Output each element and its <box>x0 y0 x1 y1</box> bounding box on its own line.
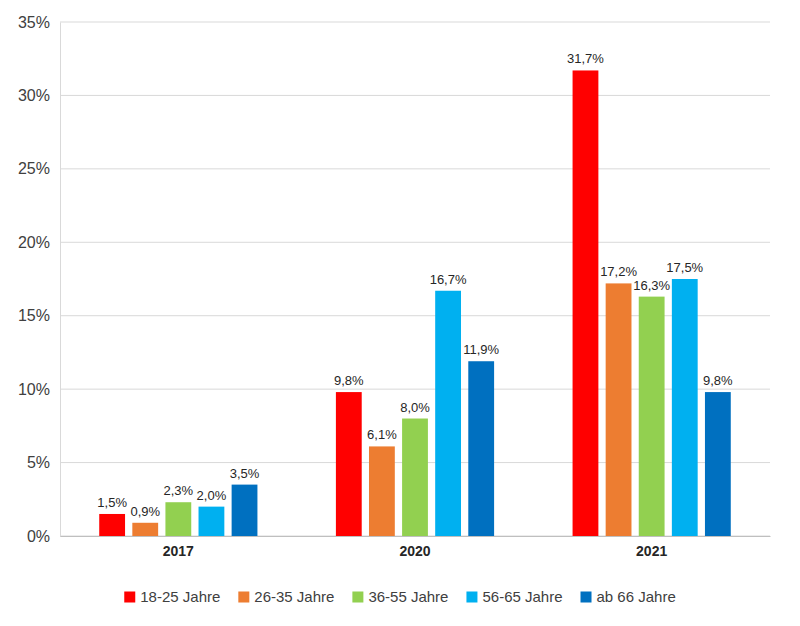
data-labels: 1,5% 9,8% 31,7% 0,9% 6,1% 17,2% 2,3% 8,0% 16,3% 2… <box>97 51 733 518</box>
y-tick: 25% <box>18 160 60 177</box>
bar <box>705 392 731 536</box>
y-tick: 15% <box>18 307 60 324</box>
data-label: 31,7% <box>567 51 604 66</box>
y-tick-label: 20% <box>18 234 50 251</box>
data-label: 16,3% <box>633 278 670 293</box>
y-tick: 5% <box>27 454 60 471</box>
legend-item: 56-65 Jahre <box>466 588 562 605</box>
y-axis-line <box>60 23 61 537</box>
data-label: 0,9% <box>130 504 160 519</box>
bars <box>99 70 731 536</box>
bar <box>639 297 665 536</box>
bar <box>99 514 125 536</box>
legend-item: 26-35 Jahre <box>238 588 334 605</box>
y-tick-label: 35% <box>18 14 50 31</box>
y-tick-label: 0% <box>27 528 50 545</box>
bar <box>165 502 191 536</box>
grid-line <box>60 168 770 169</box>
data-label: 11,9% <box>463 342 499 357</box>
y-tick: 10% <box>18 381 60 398</box>
data-label: 17,5% <box>666 260 703 275</box>
data-label: 9,8% <box>334 373 364 388</box>
legend-label: 56-65 Jahre <box>482 588 562 605</box>
legend-swatch <box>238 592 249 603</box>
data-label: 2,0% <box>197 488 227 503</box>
data-label: 2,3% <box>164 483 194 498</box>
bar <box>199 507 225 536</box>
legend: 18-25 Jahre 26-35 Jahre 36-55 Jahre 56-65 J… <box>124 588 675 605</box>
bar <box>232 485 258 536</box>
y-tick: 0% <box>27 528 60 545</box>
data-label: 8,0% <box>400 400 430 415</box>
bar <box>573 70 599 536</box>
legend-item: 18-25 Jahre <box>124 588 220 605</box>
grid-line <box>60 22 770 23</box>
y-tick: 20% <box>18 234 60 251</box>
data-label: 1,5% <box>97 495 127 510</box>
grid-line <box>60 242 770 243</box>
bar <box>402 419 428 536</box>
data-label: 3,5% <box>230 466 260 481</box>
y-tick-label: 30% <box>18 87 50 104</box>
x-tick: 2017 <box>163 536 194 559</box>
x-tick-label: 2020 <box>399 543 430 559</box>
bar <box>132 523 158 536</box>
chart: 0% 5% 10% 15% 20% 25% 30% 35% 1,5% 9,8% 31,7% 0,9% 6… <box>0 0 800 626</box>
y-tick-label: 10% <box>18 381 50 398</box>
y-tick-label: 15% <box>18 307 50 324</box>
y-tick-label: 5% <box>27 454 50 471</box>
data-label: 17,2% <box>600 264 637 279</box>
bar <box>606 283 632 536</box>
data-label: 9,8% <box>703 373 733 388</box>
legend-swatch <box>581 592 592 603</box>
y-tick: 35% <box>18 14 60 31</box>
legend-swatch <box>466 592 477 603</box>
x-axis: 2017 2020 2021 <box>61 536 771 559</box>
x-tick-label: 2021 <box>636 543 667 559</box>
legend-swatch <box>352 592 363 603</box>
y-tick-label: 25% <box>18 160 50 177</box>
legend-label: ab 66 Jahre <box>597 588 676 605</box>
x-tick: 2021 <box>636 536 667 559</box>
bar <box>672 279 698 536</box>
bar <box>435 291 461 536</box>
legend-label: 18-25 Jahre <box>140 588 220 605</box>
bar <box>336 392 362 536</box>
data-label: 6,1% <box>367 427 397 442</box>
y-axis: 0% 5% 10% 15% 20% 25% 30% 35% <box>18 14 61 545</box>
legend-label: 36-55 Jahre <box>368 588 448 605</box>
x-axis-line <box>61 536 771 537</box>
x-tick-label: 2017 <box>163 543 194 559</box>
bar <box>369 446 395 536</box>
x-tick: 2020 <box>399 536 430 559</box>
y-tick: 30% <box>18 87 60 104</box>
legend-item: 36-55 Jahre <box>352 588 448 605</box>
data-label: 16,7% <box>430 272 467 287</box>
grid-line <box>60 95 770 96</box>
legend-label: 26-35 Jahre <box>254 588 334 605</box>
legend-swatch <box>124 592 135 603</box>
legend-item: ab 66 Jahre <box>581 588 676 605</box>
bar <box>468 361 494 536</box>
grid <box>60 22 770 536</box>
